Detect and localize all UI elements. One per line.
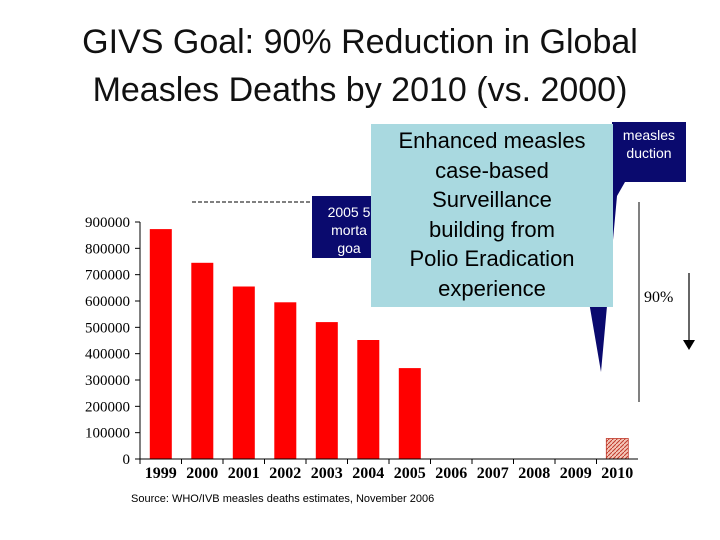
callout-left-line-3: goa [337,240,361,256]
y-tick-label: 900000 [85,215,130,231]
bar-2004 [357,340,380,459]
callout-right-line-1: measles [622,127,676,143]
x-tick-label-2000: 2000 [186,465,218,482]
overlay-line-3: Surveillance [432,187,552,212]
bar-2001 [232,286,255,459]
overlay-line-4: building from [429,216,555,242]
bar-2010 [605,438,629,460]
y-tick-label: 100000 [85,426,130,442]
overlay-line-5: Polio Eradication [409,246,575,271]
y-tick-label: 200000 [85,399,130,415]
y-tick-label: 400000 [85,347,130,363]
y-tick-label: 700000 [85,268,130,284]
y-tick-label: 0 [123,452,131,468]
x-tick-label-2007: 2007 [477,465,509,482]
surveillance-overlay-text: Enhanced measles case-based Surveillance… [371,126,613,303]
x-tick-label-2009: 2009 [560,465,592,482]
bar-1999 [149,229,172,459]
overlay-line-1: Enhanced measles [398,128,586,153]
x-axis-ticks: 1999 2000 2001 2002 2003 2004 2005 2006 2007 2008… [139,459,633,482]
x-tick-label-2003: 2003 [311,465,343,482]
bar-2002 [274,302,297,459]
reduction-arrow-head [683,340,695,350]
x-tick-label-2004: 2004 [352,465,384,482]
callout-right-text: measles duction [612,126,686,162]
callout-left-text: 2005 5 morta goa [312,203,386,257]
source-note: Source: WHO/IVB measles deaths estimates… [131,493,435,505]
x-tick-label-2001: 2001 [228,465,260,482]
callout-right-line-2: duction [626,145,672,161]
bar-2000 [191,262,214,459]
callout-left-line-2: morta [331,222,367,238]
y-tick-label: 300000 [85,373,130,389]
y-tick-label: 500000 [85,320,130,336]
x-tick-label-2005: 2005 [394,465,426,482]
title-line-1: GIVS Goal: 90% Reduction in Global [82,23,638,61]
title-line-2: Measles Deaths by 2010 (vs. 2000) [92,71,628,109]
bar-2003 [315,322,338,459]
surveillance-overlay-box [371,124,613,307]
x-tick-label-1999: 1999 [145,465,177,482]
slide-title: GIVS Goal: 90% Reduction in Global Measl… [0,18,720,114]
y-axis-ticks: 900000 800000 700000 600000 500000 400000 3000… [85,215,140,468]
x-tick-label-2008: 2008 [518,465,550,482]
x-tick-label-2010: 2010 [601,465,633,482]
bars-layer [149,229,629,460]
y-tick-label: 600000 [85,294,130,310]
x-tick-label-2006: 2006 [435,465,467,482]
callout-left-line-1: 2005 5 [327,204,371,220]
x-tick-label-2002: 2002 [269,465,301,482]
y-tick-label: 800000 [85,241,130,257]
bar-2005 [398,368,421,459]
reduction-label: 90% [644,289,674,306]
overlay-line-6: experience [438,275,546,301]
overlay-line-2: case-based [435,157,549,183]
